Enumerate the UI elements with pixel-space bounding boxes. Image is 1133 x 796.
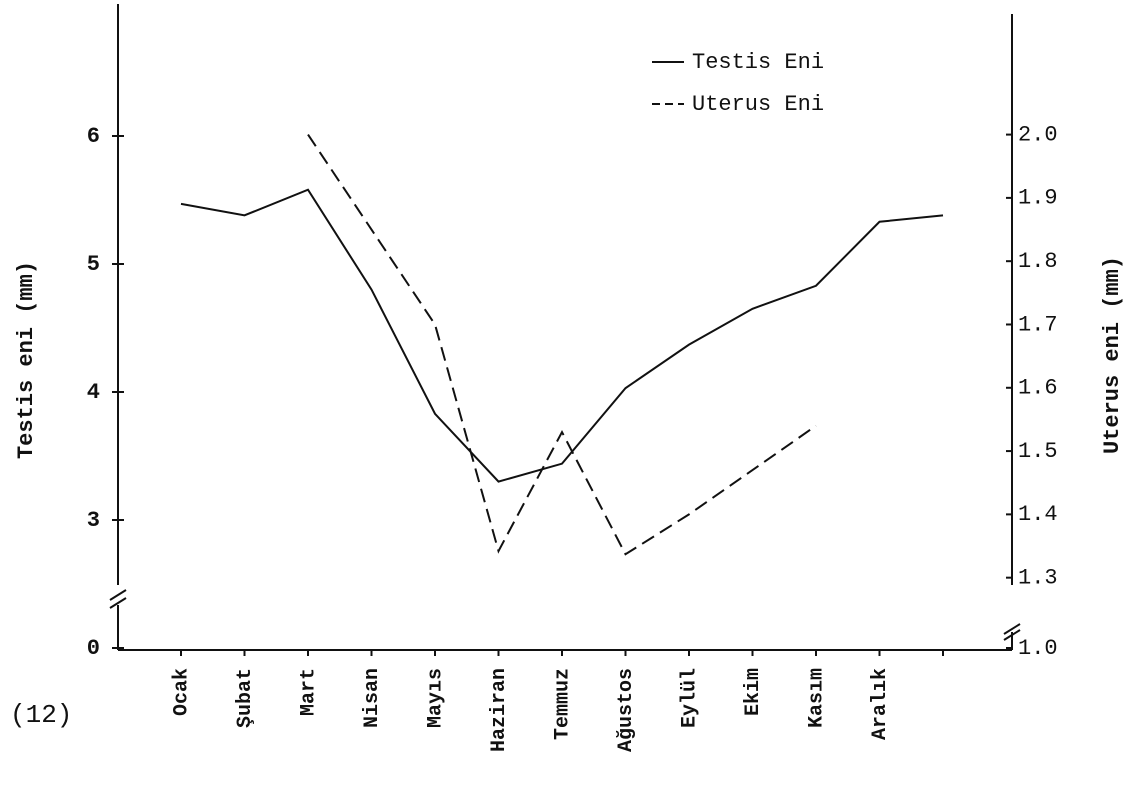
x-tick-label: Kasım [805, 668, 828, 728]
y2-tick-label: 1.3 [1018, 565, 1058, 590]
y2-tick-label: 2.0 [1018, 122, 1058, 147]
y-tick-label: 6 [87, 124, 100, 149]
x-tick-label: Eylül [678, 668, 701, 728]
y-tick-label: 0 [87, 636, 100, 661]
y2-tick-label: 1.5 [1018, 439, 1058, 464]
x-tick-label: Nisan [361, 668, 384, 728]
x-tick-label: Mayıs [424, 668, 447, 728]
x-tick-label: Ocak [170, 668, 193, 716]
y-tick-label: 4 [87, 380, 100, 405]
y-tick-label: 3 [87, 508, 100, 533]
y2-tick-label: 1.4 [1018, 502, 1058, 527]
y2-tick-label: 1.7 [1018, 312, 1058, 337]
x-tick-label: Ağustos [615, 668, 638, 752]
x-tick-label: Mart [297, 668, 320, 716]
x-tick-label: Ekim [742, 668, 765, 716]
y-axis-title: Testis eni (mm) [14, 261, 39, 459]
x-tick-label: Şubat [234, 668, 257, 728]
y2-tick-label: 1.9 [1018, 186, 1058, 211]
y2-axis-title: Uterus eni (mm) [1100, 256, 1125, 454]
x-tick-label: Temmuz [551, 668, 574, 740]
series-line [180, 188, 944, 483]
axis-break [109, 589, 127, 609]
y-tick-label: 5 [87, 252, 100, 277]
axis-break [1003, 623, 1021, 641]
series-line [307, 134, 817, 556]
x-tick-label: Aralık [869, 668, 892, 740]
annotation: (12) [10, 700, 72, 730]
legend-label: Uterus Eni [692, 92, 824, 117]
y2-tick-label: 1.6 [1018, 376, 1058, 401]
y2-tick-label: 1.0 [1018, 636, 1058, 661]
legend-label: Testis Eni [692, 50, 824, 75]
x-tick-label: Haziran [488, 668, 511, 752]
y2-tick-label: 1.8 [1018, 249, 1058, 274]
